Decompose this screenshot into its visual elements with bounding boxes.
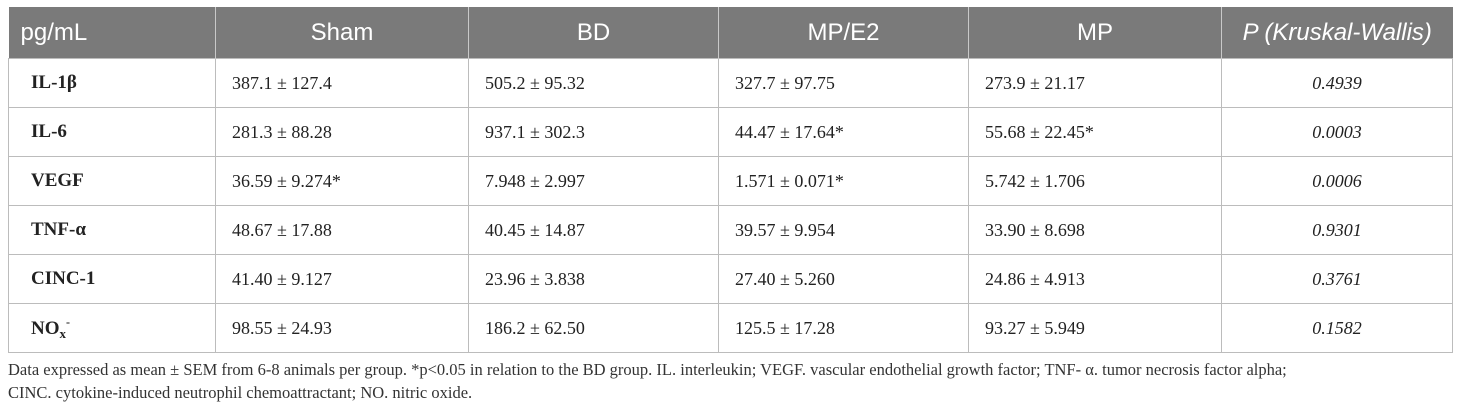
header-sham: Sham — [215, 7, 469, 59]
cell-bd: 186.2 ± 62.50 — [468, 303, 719, 353]
table-row: IL-6 281.3 ± 88.28 937.1 ± 302.3 44.47 ±… — [8, 107, 1453, 157]
cell-sham: 98.55 ± 24.93 — [215, 303, 469, 353]
row-label-subscript: x — [59, 325, 67, 341]
cell-mp: 55.68 ± 22.45* — [968, 107, 1222, 157]
table-row: IL-1β 387.1 ± 127.4 505.2 ± 95.32 327.7 … — [8, 58, 1453, 108]
cell-mp-e2: 1.571 ± 0.071* — [718, 156, 969, 206]
row-label: IL-1β — [8, 58, 216, 108]
table-row: NOx- 98.55 ± 24.93 186.2 ± 62.50 125.5 ±… — [8, 303, 1453, 353]
cytokine-table: pg/mL Sham BD MP/E2 MP P (Kruskal-Wallis… — [8, 7, 1453, 353]
cell-mp-e2: 327.7 ± 97.75 — [718, 58, 969, 108]
cell-p-value: 0.1582 — [1221, 303, 1453, 353]
row-label: NOx- — [8, 303, 216, 353]
header-mp: MP — [968, 7, 1222, 59]
cell-mp: 93.27 ± 5.949 — [968, 303, 1222, 353]
table-body: IL-1β 387.1 ± 127.4 505.2 ± 95.32 327.7 … — [8, 58, 1453, 353]
cell-p-value: 0.4939 — [1221, 58, 1453, 108]
header-mp-e2: MP/E2 — [718, 7, 969, 59]
cell-mp: 33.90 ± 8.698 — [968, 205, 1222, 255]
cell-p-value: 0.0006 — [1221, 156, 1453, 206]
table-header: pg/mL Sham BD MP/E2 MP P (Kruskal-Wallis… — [8, 7, 1453, 59]
cell-mp-e2: 39.57 ± 9.954 — [718, 205, 969, 255]
cell-bd: 505.2 ± 95.32 — [468, 58, 719, 108]
cell-bd: 7.948 ± 2.997 — [468, 156, 719, 206]
cell-p-value: 0.3761 — [1221, 254, 1453, 304]
cell-mp-e2: 125.5 ± 17.28 — [718, 303, 969, 353]
header-p-value: P (Kruskal-Wallis) — [1221, 7, 1453, 59]
footnote-line-1: Data expressed as mean ± SEM from 6-8 an… — [8, 360, 1287, 379]
cell-bd: 937.1 ± 302.3 — [468, 107, 719, 157]
cell-mp: 5.742 ± 1.706 — [968, 156, 1222, 206]
row-label: VEGF — [8, 156, 216, 206]
cell-sham: 41.40 ± 9.127 — [215, 254, 469, 304]
cell-sham: 281.3 ± 88.28 — [215, 107, 469, 157]
cell-mp-e2: 27.40 ± 5.260 — [718, 254, 969, 304]
cell-bd: 23.96 ± 3.838 — [468, 254, 719, 304]
cell-mp: 273.9 ± 21.17 — [968, 58, 1222, 108]
table-row: CINC-1 41.40 ± 9.127 23.96 ± 3.838 27.40… — [8, 254, 1453, 304]
cell-p-value: 0.0003 — [1221, 107, 1453, 157]
cell-bd: 40.45 ± 14.87 — [468, 205, 719, 255]
cell-sham: 48.67 ± 17.88 — [215, 205, 469, 255]
row-label-main: NO — [31, 317, 60, 339]
header-unit: pg/mL — [8, 7, 216, 59]
cell-sham: 36.59 ± 9.274* — [215, 156, 469, 206]
table-footnote: Data expressed as mean ± SEM from 6-8 an… — [8, 358, 1452, 404]
header-bd: BD — [468, 7, 719, 59]
cell-p-value: 0.9301 — [1221, 205, 1453, 255]
row-label-superscript: - — [66, 314, 70, 329]
table-row: TNF-α 48.67 ± 17.88 40.45 ± 14.87 39.57 … — [8, 205, 1453, 255]
row-label: CINC-1 — [8, 254, 216, 304]
cell-sham: 387.1 ± 127.4 — [215, 58, 469, 108]
row-label: IL-6 — [8, 107, 216, 157]
row-label: TNF-α — [8, 205, 216, 255]
cell-mp-e2: 44.47 ± 17.64* — [718, 107, 969, 157]
results-table-container: pg/mL Sham BD MP/E2 MP P (Kruskal-Wallis… — [8, 7, 1453, 353]
footnote-line-2: CINC. cytokine-induced neutrophil chemoa… — [8, 383, 473, 402]
cell-mp: 24.86 ± 4.913 — [968, 254, 1222, 304]
table-row: VEGF 36.59 ± 9.274* 7.948 ± 2.997 1.571 … — [8, 156, 1453, 206]
